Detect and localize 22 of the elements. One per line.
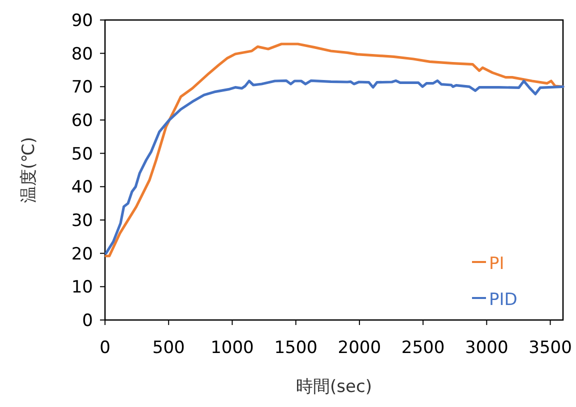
x-tick-label: 3500 — [528, 338, 572, 358]
y-tick-label: 40 — [71, 178, 93, 198]
y-tick-label: 50 — [71, 144, 93, 164]
y-tick-label: 80 — [71, 44, 93, 64]
x-tick-label: 2500 — [401, 338, 445, 358]
y-tick-label: 10 — [71, 278, 93, 298]
x-tick-label: 0 — [100, 338, 110, 358]
x-tick-label: 1000 — [210, 338, 254, 358]
x-tick-label: 3000 — [465, 338, 508, 358]
y-axis-title: 温度(℃) — [19, 136, 39, 204]
y-tick-label: 70 — [71, 78, 93, 98]
x-tick-label: 1500 — [274, 338, 318, 358]
legend-label: PID — [489, 290, 518, 310]
y-tick-label: 30 — [71, 211, 93, 231]
x-tick-label: 2000 — [338, 338, 382, 358]
y-tick-label: 60 — [71, 111, 93, 131]
y-tick-label: 0 — [82, 311, 93, 331]
y-tick-label: 20 — [71, 244, 93, 264]
legend-label: PI — [489, 254, 504, 274]
y-tick-label: 90 — [71, 11, 93, 31]
x-axis-title: 時間(sec) — [296, 377, 372, 397]
x-tick-label: 500 — [152, 338, 185, 358]
